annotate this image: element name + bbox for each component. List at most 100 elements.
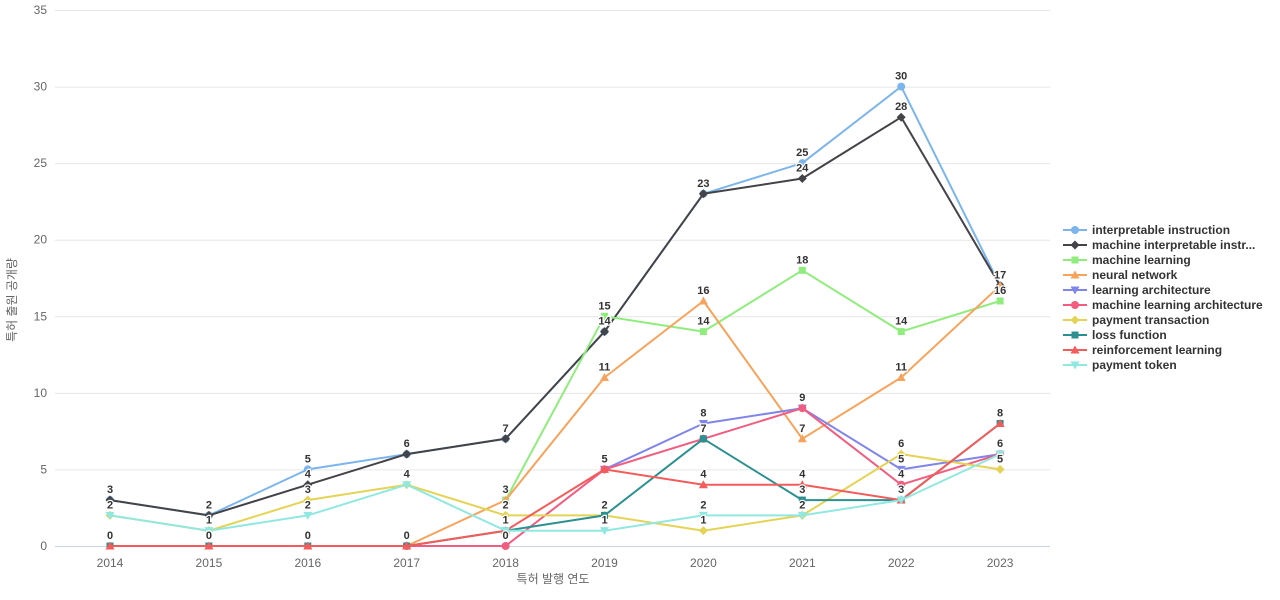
value-label: 1 [503,515,509,527]
data-point-reinforcement-learning[interactable] [204,541,214,550]
legend-label: machine interpretable instr... [1092,237,1256,252]
triangle-down-marker-icon [1063,361,1087,369]
data-point-machine-learning-architecture[interactable] [897,480,906,489]
data-point-payment-transaction[interactable] [698,526,708,536]
legend-item-payment-transaction[interactable]: payment transaction [1063,312,1263,327]
data-point-learning-architecture[interactable] [698,419,708,428]
value-label: 2 [601,499,607,511]
y-tick-label: 15 [34,309,48,323]
legend-label: interpretable instruction [1092,222,1231,237]
legend-item-interpretable-instruction[interactable]: interpretable instruction [1063,222,1263,237]
data-point-machine-interpretable-instr[interactable] [204,510,214,520]
data-point-reinforcement-learning[interactable] [105,541,115,550]
data-point-payment-token[interactable] [501,527,511,536]
data-point-interpretable-instruction[interactable] [897,82,906,91]
data-point-payment-transaction[interactable] [501,510,511,520]
y-tick-label: 20 [34,233,48,247]
legend-item-neural-network[interactable]: neural network [1063,267,1263,282]
value-label: 2 [206,499,212,511]
data-point-interpretable-instruction[interactable] [303,465,312,474]
data-point-payment-token[interactable] [303,511,313,520]
data-point-payment-token[interactable] [896,496,906,505]
data-point-machine-learning[interactable] [601,312,608,320]
data-point-machine-learning-architecture[interactable] [798,404,807,413]
data-point-payment-token[interactable] [797,511,807,520]
legend-item-machine-learning[interactable]: machine learning [1063,252,1263,267]
data-point-interpretable-instruction[interactable] [798,159,807,168]
x-tick-label: 2022 [888,556,915,570]
data-point-machine-learning[interactable] [996,297,1004,305]
legend-item-loss-function[interactable]: loss function [1063,327,1263,342]
legend-item-learning-architecture[interactable]: learning architecture [1063,282,1263,297]
value-label: 2 [305,499,311,511]
data-point-neural-network[interactable] [797,434,807,443]
value-label: 4 [898,469,905,481]
data-point-machine-interpretable-instr[interactable] [105,495,115,505]
data-point-loss-function[interactable] [699,435,707,443]
value-label: 3 [107,484,113,496]
data-point-payment-token[interactable] [402,481,412,490]
data-point-reinforcement-learning[interactable] [698,480,708,489]
data-point-payment-transaction[interactable] [896,449,906,459]
data-point-reinforcement-learning[interactable] [402,541,412,550]
value-label: 24 [796,162,809,174]
data-point-payment-token[interactable] [995,450,1005,459]
legend-item-payment-token[interactable]: payment token [1063,357,1263,372]
gridlines [55,10,1050,547]
value-label: 5 [305,453,311,465]
data-point-neural-network[interactable] [698,296,708,305]
data-point-neural-network[interactable] [896,373,906,382]
data-point-machine-interpretable-instr[interactable] [402,449,412,459]
data-point-machine-interpretable-instr[interactable] [896,112,906,122]
y-tick-label: 5 [40,462,47,476]
value-label: 3 [305,484,311,496]
data-point-machine-learning[interactable] [699,328,707,336]
data-point-neural-network[interactable] [600,373,609,382]
data-point-learning-architecture[interactable] [896,465,906,474]
data-point-reinforcement-learning[interactable] [303,541,313,550]
value-label: 4 [305,469,312,481]
legend-item-machine-learning-architecture[interactable]: machine learning architecture [1063,297,1263,312]
data-point-payment-transaction[interactable] [995,464,1005,474]
value-label: 2 [107,499,113,511]
data-point-payment-token[interactable] [204,527,214,536]
value-label: 5 [997,453,1003,465]
legend-item-machine-interpretable-instr[interactable]: machine interpretable instr... [1063,237,1263,252]
value-label: 5 [601,453,607,465]
legend-label: payment transaction [1092,312,1210,327]
value-label: 4 [700,469,707,481]
value-labels-group: 3256714232530174242831514181416011167115… [106,69,1008,543]
series-line-machine-interpretable-instr [109,116,1001,517]
data-point-machine-learning[interactable] [798,266,806,274]
value-label: 30 [895,71,907,83]
data-point-payment-token[interactable] [698,511,708,520]
data-point-machine-learning-architecture[interactable] [501,542,510,550]
value-label: 8 [997,407,1003,419]
data-point-reinforcement-learning[interactable] [797,480,807,489]
data-point-machine-interpretable-instr[interactable] [303,480,313,490]
data-point-reinforcement-learning[interactable] [600,464,609,473]
legend-item-reinforcement-learning[interactable]: reinforcement learning [1063,342,1263,357]
data-point-payment-transaction[interactable] [303,495,313,505]
value-label: 5 [898,453,904,465]
data-point-machine-interpretable-instr[interactable] [600,327,609,337]
data-point-payment-token[interactable] [600,527,609,536]
data-point-loss-function[interactable] [601,511,608,519]
data-point-machine-learning[interactable] [897,328,905,336]
data-point-neural-network[interactable] [995,281,1005,290]
data-point-machine-interpretable-instr[interactable] [797,173,807,183]
data-point-reinforcement-learning[interactable] [995,418,1005,427]
value-label: 0 [503,530,509,542]
value-label: 0 [206,530,212,542]
data-point-neural-network[interactable] [501,495,511,504]
triangle-marker-icon [1063,270,1087,278]
data-point-machine-interpretable-instr[interactable] [698,189,708,199]
value-label: 16 [697,285,709,297]
data-point-loss-function[interactable] [798,496,806,504]
data-point-machine-interpretable-instr[interactable] [501,434,511,444]
data-point-payment-token[interactable] [105,511,115,520]
legend-label: payment token [1092,357,1177,372]
value-label: 15 [598,300,610,312]
